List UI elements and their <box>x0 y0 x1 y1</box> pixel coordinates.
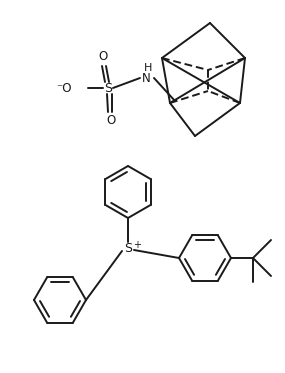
Text: ⁻O: ⁻O <box>56 81 72 94</box>
Text: +: + <box>133 240 141 250</box>
Text: S: S <box>104 81 112 94</box>
Text: H: H <box>144 63 152 73</box>
Text: O: O <box>106 115 116 128</box>
Text: N: N <box>142 72 150 85</box>
Text: O: O <box>98 50 108 63</box>
Text: S: S <box>124 241 132 254</box>
